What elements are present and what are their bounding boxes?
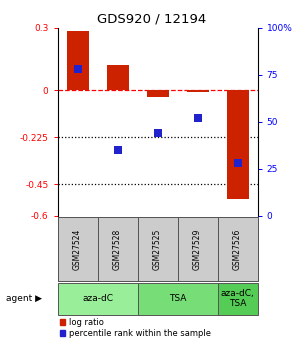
Point [195, 115, 200, 121]
Bar [58, 217, 98, 281]
Point [155, 130, 160, 136]
Text: GSM27529: GSM27529 [193, 229, 202, 270]
Legend: log ratio, percentile rank within the sample: log ratio, percentile rank within the sa… [59, 317, 211, 339]
Text: GSM27528: GSM27528 [113, 229, 122, 270]
Point [115, 147, 120, 152]
Text: TSA: TSA [169, 294, 186, 303]
Bar [138, 217, 178, 281]
Text: GSM27524: GSM27524 [73, 229, 82, 270]
Text: GSM27525: GSM27525 [153, 229, 162, 270]
Bar [218, 217, 258, 281]
Bar [98, 217, 138, 281]
Bar [187, 90, 208, 92]
Text: aza-dC: aza-dC [82, 294, 113, 303]
Bar [67, 31, 88, 90]
Point [235, 160, 240, 166]
Bar [178, 217, 218, 281]
Text: agent ▶: agent ▶ [6, 294, 42, 303]
Text: GSM27526: GSM27526 [233, 229, 242, 270]
Bar [147, 90, 168, 97]
Bar [138, 283, 218, 315]
Bar [107, 65, 128, 90]
Point [75, 66, 80, 72]
Bar [218, 283, 258, 315]
Text: GDS920 / 12194: GDS920 / 12194 [97, 12, 206, 26]
Bar [227, 90, 248, 199]
Bar [58, 283, 138, 315]
Text: aza-dC,
TSA: aza-dC, TSA [221, 289, 255, 308]
